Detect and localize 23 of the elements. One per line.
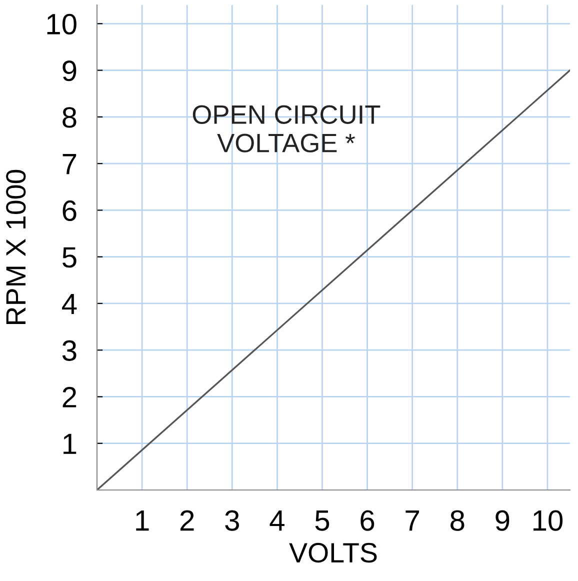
x-tick-label: 3 xyxy=(225,510,239,531)
x-tick-label: 4 xyxy=(270,510,284,531)
y-tick-label: 3 xyxy=(62,340,76,361)
y-tick-label: 7 xyxy=(62,154,76,174)
x-tick-label: 9 xyxy=(496,510,510,531)
y-tick-label: 2 xyxy=(62,386,76,408)
x-tick-label: 2 xyxy=(180,510,194,531)
x-tick-label: 5 xyxy=(315,510,330,531)
y-tick-label: 8 xyxy=(62,107,76,128)
x-tick-label: 6 xyxy=(360,510,374,531)
y-tick-label: 5 xyxy=(62,247,76,268)
y-tick-label: 4 xyxy=(62,294,77,314)
x-tick-label: 1 xyxy=(136,510,149,531)
y-tick-label: 10 xyxy=(47,14,76,35)
x-axis-title: VOLTS xyxy=(289,542,377,563)
x-tick-label: 7 xyxy=(406,510,419,531)
x-tick-label: 8 xyxy=(450,510,464,531)
x-tick-label: 10 xyxy=(533,510,563,531)
annotation: OPEN CIRCUIT VOLTAGE * xyxy=(192,105,380,152)
y-tick-label: 9 xyxy=(62,60,76,82)
y-tick-label: 6 xyxy=(62,200,76,222)
y-axis-title: RPM X 1000 xyxy=(6,170,26,324)
y-tick-label: 1 xyxy=(64,434,76,454)
